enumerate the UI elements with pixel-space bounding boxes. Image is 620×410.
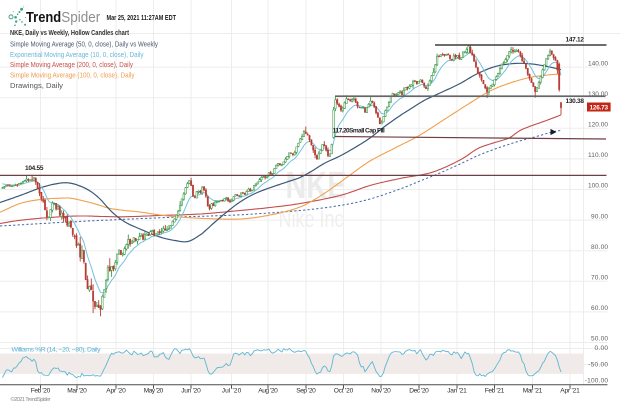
svg-text:Drawings, Daily: Drawings, Daily bbox=[10, 81, 63, 90]
svg-text:Trend: Trend bbox=[26, 9, 61, 26]
svg-text:Simple Moving Average (100, 0,: Simple Moving Average (100, 0, close), D… bbox=[10, 71, 135, 80]
svg-text:©2021 TrendSpider: ©2021 TrendSpider bbox=[11, 396, 51, 403]
svg-text:100.00: 100.00 bbox=[588, 183, 608, 190]
svg-text:Exponential Moving Average (10: Exponential Moving Average (10, 0, close… bbox=[10, 50, 144, 59]
svg-text:104.55: 104.55 bbox=[25, 165, 44, 172]
svg-text:Apr '20: Apr '20 bbox=[106, 388, 126, 395]
svg-text:90.00: 90.00 bbox=[591, 213, 608, 220]
svg-text:Mar 25, 2021 11:27AM EDT: Mar 25, 2021 11:27AM EDT bbox=[107, 15, 177, 22]
svg-text:Feb '20: Feb '20 bbox=[31, 388, 51, 395]
svg-text:Nov '20: Nov '20 bbox=[371, 388, 391, 395]
svg-text:Dec '20: Dec '20 bbox=[409, 388, 429, 395]
svg-text:Spider: Spider bbox=[61, 9, 100, 26]
svg-text:Aug '20: Aug '20 bbox=[258, 388, 278, 395]
svg-text:0.00: 0.00 bbox=[595, 345, 609, 352]
svg-text:-100.00: -100.00 bbox=[585, 378, 609, 385]
svg-text:-50.00: -50.00 bbox=[588, 361, 608, 368]
svg-text:Mar '20: Mar '20 bbox=[67, 388, 87, 395]
svg-text:Williams %R (14, −20, −80), Da: Williams %R (14, −20, −80), Daily bbox=[12, 346, 102, 353]
svg-text:126.73: 126.73 bbox=[590, 104, 609, 111]
svg-text:140.00: 140.00 bbox=[588, 60, 608, 67]
svg-text:80.00: 80.00 bbox=[591, 244, 608, 251]
svg-text:120.00: 120.00 bbox=[588, 122, 608, 129]
svg-text:Sep '20: Sep '20 bbox=[296, 388, 316, 395]
svg-text:Feb '21: Feb '21 bbox=[485, 388, 505, 395]
svg-text:60.00: 60.00 bbox=[591, 305, 608, 312]
svg-text:Simple Moving Average (50, 0,: Simple Moving Average (50, 0, close), Da… bbox=[10, 39, 158, 48]
svg-text:130.00: 130.00 bbox=[588, 91, 608, 98]
svg-text:Jun '20: Jun '20 bbox=[181, 388, 201, 395]
svg-text:117.20Small Cap Fill: 117.20Small Cap Fill bbox=[333, 127, 385, 134]
svg-text:NKE: NKE bbox=[286, 165, 347, 207]
svg-text:Jul '20: Jul '20 bbox=[222, 388, 242, 395]
svg-text:110.00: 110.00 bbox=[588, 152, 608, 159]
svg-text:147.12: 147.12 bbox=[566, 36, 585, 43]
svg-text:Nike Inc: Nike Inc bbox=[279, 206, 344, 233]
svg-text:50.00: 50.00 bbox=[591, 336, 608, 343]
svg-text:Simple Moving Average (200, 0,: Simple Moving Average (200, 0, close), D… bbox=[10, 60, 133, 69]
svg-text:70.00: 70.00 bbox=[591, 275, 608, 282]
svg-text:May '20: May '20 bbox=[144, 388, 164, 395]
svg-text:Oct '20: Oct '20 bbox=[334, 388, 354, 395]
svg-text:NKE, Daily vs Weekly, Hollow C: NKE, Daily vs Weekly, Hollow Candles cha… bbox=[10, 28, 129, 37]
svg-text:Mar '21: Mar '21 bbox=[523, 388, 543, 395]
svg-text:130.38: 130.38 bbox=[566, 98, 585, 105]
svg-text:Jan '21: Jan '21 bbox=[447, 388, 467, 395]
svg-text:Apr '21: Apr '21 bbox=[560, 388, 580, 395]
